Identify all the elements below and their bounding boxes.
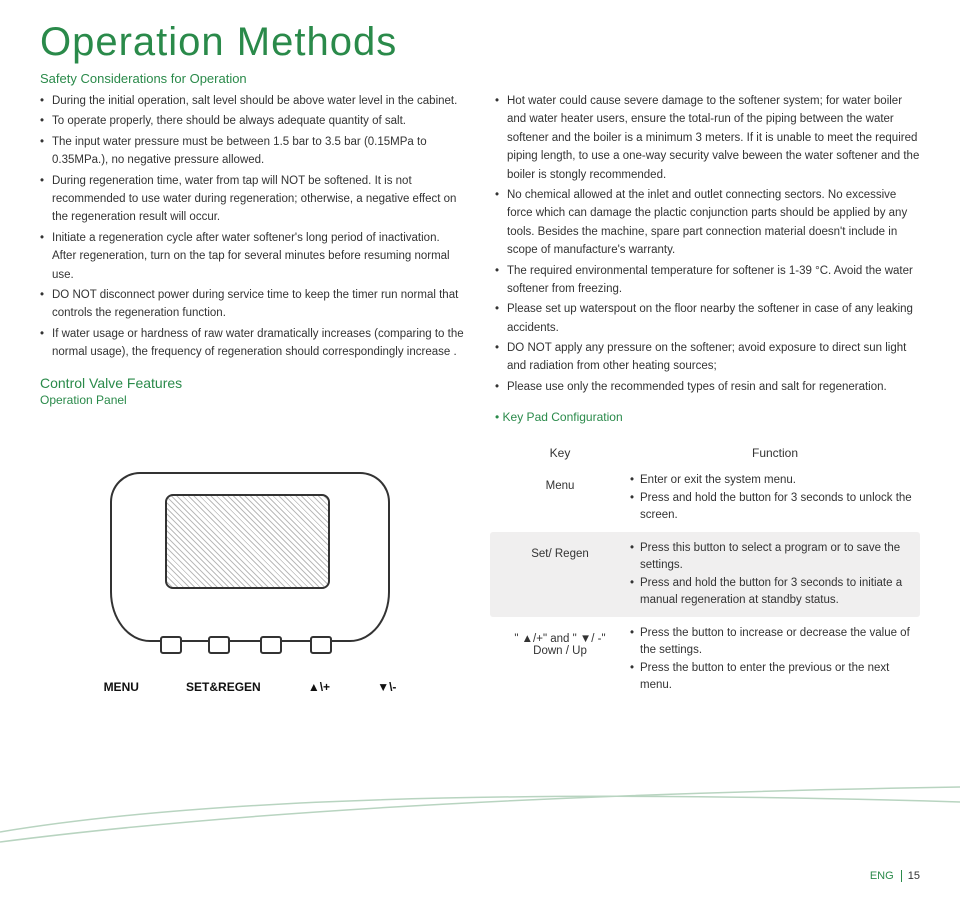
label-set-regen: SET&REGEN [186,680,261,694]
bullet-item: Hot water could cause severe damage to t… [495,92,920,184]
footer-page-number: 15 [901,870,920,882]
page-title: Operation Methods [40,20,920,65]
keypad-key-label: Set/ Regen [490,540,630,560]
keypad-body: MenuEnter or exit the system menu.Press … [490,464,920,702]
function-item: Press this button to select a program or… [630,540,920,575]
keypad-function-cell: Press this button to select a program or… [630,540,920,609]
bullet-item: DO NOT apply any pressure on the softene… [495,339,920,376]
keypad-row: " ▲/+" and " ▼/ -" Down / UpPress the bu… [490,617,920,702]
safety-subtitle: Safety Considerations for Operation [40,71,920,86]
footer-lang: ENG [870,870,894,882]
device-screen [165,494,330,589]
function-item: Press and hold the button for 3 seconds … [630,575,920,610]
header-function: Function [630,446,920,460]
keypad-table: Key Function MenuEnter or exit the syste… [490,442,920,702]
bullet-item: Initiate a regeneration cycle after wate… [40,229,465,284]
bullet-item: To operate properly, there should be alw… [40,112,465,130]
left-bullet-list: During the initial operation, salt level… [40,92,465,361]
decorative-swoosh [0,772,960,852]
header-key: Key [490,446,630,460]
function-item: Press the button to increase or decrease… [630,625,920,660]
keypad-function-cell: Press the button to increase or decrease… [630,625,920,694]
label-up-plus: ▲\+ [308,680,330,694]
keypad-row: Set/ RegenPress this button to select a … [490,532,920,617]
device-button-set-regen [208,636,230,654]
keypad-config-text: Key Pad Configuration [503,410,623,424]
page-footer: ENG 15 [870,870,920,882]
device-button-down [310,636,332,654]
device-drawing [100,472,400,672]
keypad-header-row: Key Function [490,442,920,464]
device-button-labels: MENU SET&REGEN ▲\+ ▼\- [80,680,420,694]
bullet-item: Please set up waterspout on the floor ne… [495,300,920,337]
label-menu: MENU [104,680,139,694]
bullet-item: No chemical allowed at the inlet and out… [495,186,920,260]
operation-panel-label: Operation Panel [40,393,465,407]
function-item: Press and hold the button for 3 seconds … [630,490,920,525]
bullet-item: Please use only the recommended types of… [495,378,920,396]
device-button-menu [160,636,182,654]
keypad-config-label: • Key Pad Configuration [495,410,920,424]
safety-columns: During the initial operation, salt level… [40,92,920,432]
keypad-key-label: Menu [490,472,630,492]
right-bullet-list: Hot water could cause severe damage to t… [495,92,920,396]
keypad-row: MenuEnter or exit the system menu.Press … [490,464,920,532]
bullet-item: The required environmental temperature f… [495,262,920,299]
bullet-item: If water usage or hardness of raw water … [40,325,465,362]
bullet-item: The input water pressure must be between… [40,133,465,170]
device-button-up [260,636,282,654]
keypad-function-cell: Enter or exit the system menu.Press and … [630,472,920,524]
function-item: Press the button to enter the previous o… [630,660,920,695]
label-down-minus: ▼\- [377,680,396,694]
bullet-item: During the initial operation, salt level… [40,92,465,110]
function-item: Enter or exit the system menu. [630,472,920,489]
keypad-key-label: " ▲/+" and " ▼/ -" Down / Up [490,625,630,657]
left-column: During the initial operation, salt level… [40,92,465,432]
lower-section: MENU SET&REGEN ▲\+ ▼\- Key Function Menu… [40,442,920,702]
bullet-item: DO NOT disconnect power during service t… [40,286,465,323]
control-valve-heading: Control Valve Features [40,375,465,391]
operation-panel-illustration: MENU SET&REGEN ▲\+ ▼\- [40,442,460,702]
right-column: Hot water could cause severe damage to t… [495,92,920,432]
bullet-item: During regeneration time, water from tap… [40,172,465,227]
